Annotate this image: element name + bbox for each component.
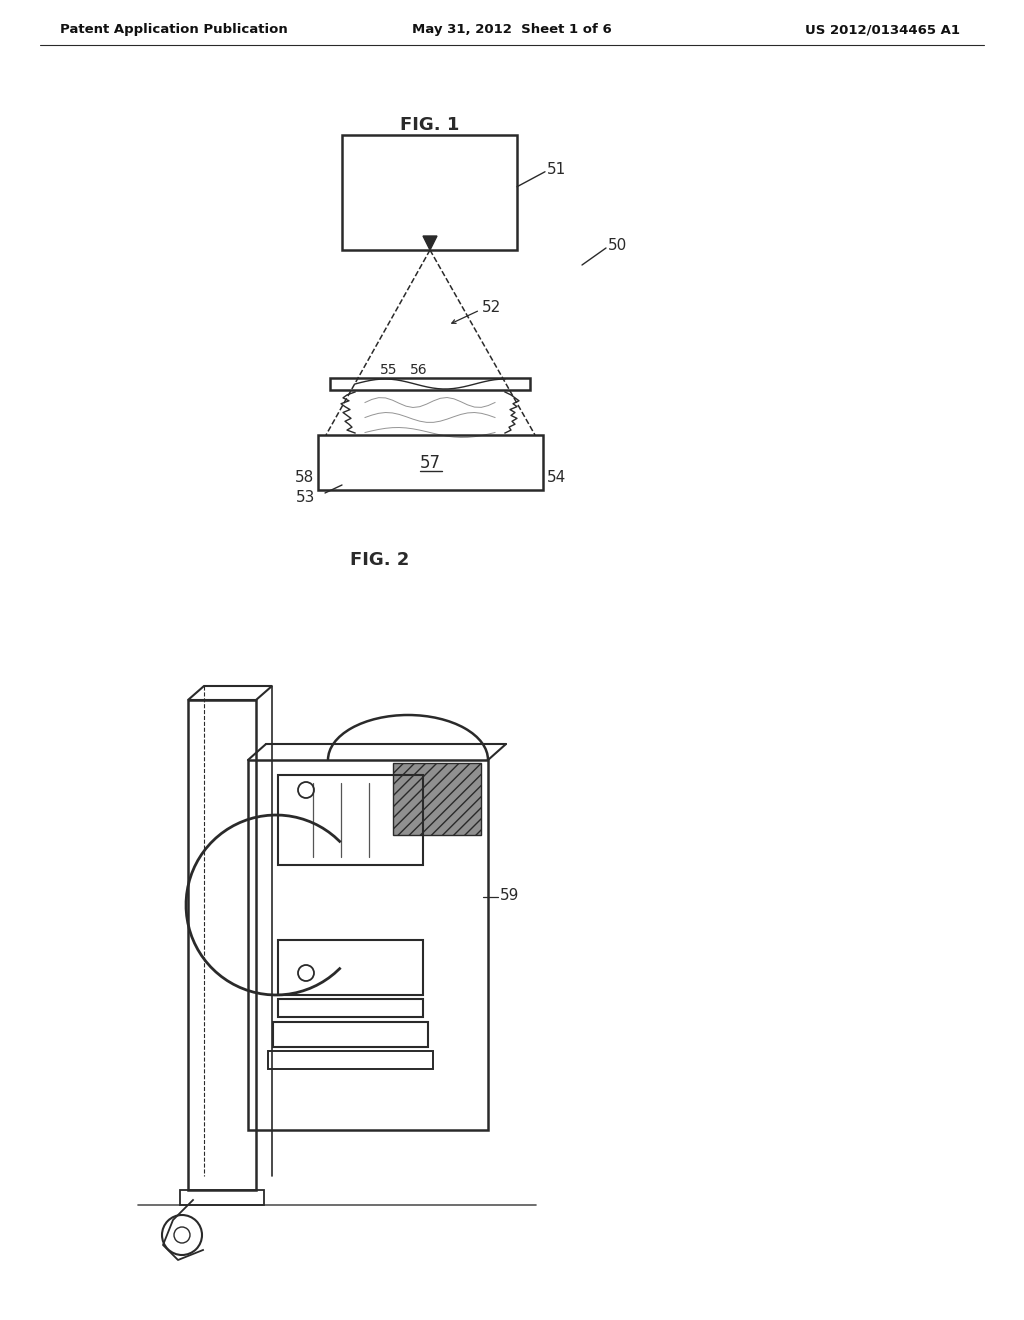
Bar bbox=[188, 700, 256, 1191]
Bar bbox=[318, 436, 543, 490]
Text: 56: 56 bbox=[410, 363, 428, 378]
Bar bbox=[273, 1022, 428, 1047]
Text: 59: 59 bbox=[500, 887, 519, 903]
Bar bbox=[180, 1191, 264, 1205]
Bar bbox=[278, 775, 423, 865]
Text: Patent Application Publication: Patent Application Publication bbox=[60, 24, 288, 37]
Text: 52: 52 bbox=[482, 301, 502, 315]
Text: 53: 53 bbox=[296, 491, 315, 506]
Text: 51: 51 bbox=[547, 162, 566, 177]
Text: US 2012/0134465 A1: US 2012/0134465 A1 bbox=[805, 24, 961, 37]
Text: 58: 58 bbox=[295, 470, 314, 486]
Text: May 31, 2012  Sheet 1 of 6: May 31, 2012 Sheet 1 of 6 bbox=[412, 24, 612, 37]
Text: 57: 57 bbox=[420, 454, 440, 473]
Text: FIG. 2: FIG. 2 bbox=[350, 550, 410, 569]
Bar bbox=[330, 378, 530, 389]
Text: FIG. 1: FIG. 1 bbox=[400, 116, 460, 135]
Text: 50: 50 bbox=[608, 238, 628, 252]
Bar bbox=[248, 760, 488, 1130]
Bar bbox=[278, 999, 423, 1016]
FancyArrowPatch shape bbox=[452, 312, 477, 323]
Bar bbox=[268, 1051, 433, 1069]
Bar bbox=[342, 135, 517, 249]
Bar bbox=[393, 763, 481, 836]
Text: 54: 54 bbox=[547, 470, 566, 486]
Bar bbox=[278, 940, 423, 995]
Text: 55: 55 bbox=[380, 363, 397, 378]
Polygon shape bbox=[423, 236, 437, 249]
